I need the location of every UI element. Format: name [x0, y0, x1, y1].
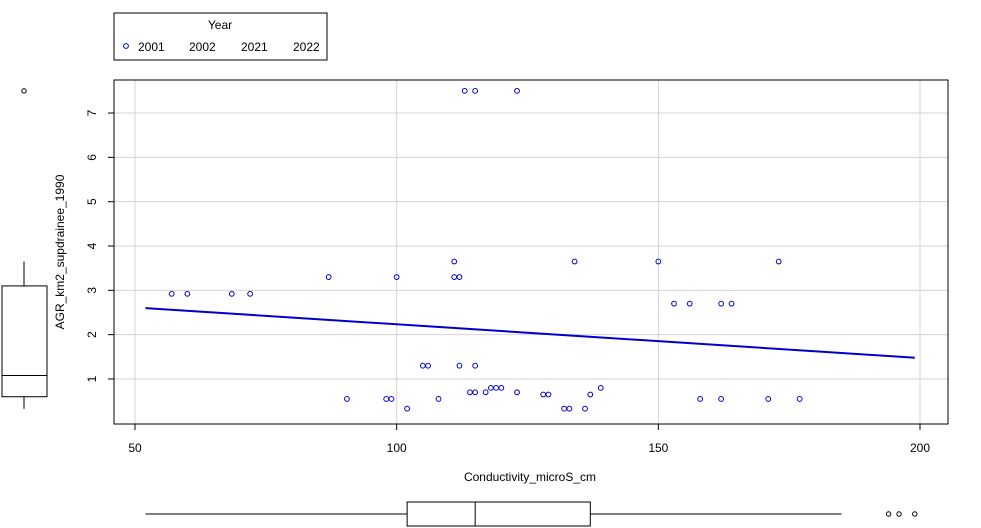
data-point [545, 391, 552, 398]
data-point [472, 362, 479, 369]
data-point [467, 389, 473, 396]
data-point [247, 290, 254, 297]
data-point [597, 384, 604, 391]
data-point [493, 384, 500, 391]
x-tick-label: 50 [128, 441, 142, 455]
data-point [461, 87, 468, 94]
legend: Year 2001 2002 2021 2022 [113, 12, 328, 61]
legend-entry-2021: 2021 [241, 40, 268, 54]
y-tick-label: 2 [85, 331, 99, 338]
x-outlier [912, 511, 918, 517]
legend-entry-2001: 2001 [138, 40, 165, 54]
legend-entry-2002: 2002 [189, 40, 216, 54]
data-point [425, 362, 431, 369]
data-point [765, 396, 772, 402]
data-point [456, 274, 463, 280]
y-axis: 1 2 3 4 5 6 7 [85, 109, 114, 382]
x-outlier [885, 511, 892, 517]
y-box [1, 285, 48, 398]
data-point [540, 391, 547, 398]
data-point [796, 396, 803, 402]
data-point [487, 384, 494, 391]
x-tick-label: 200 [910, 441, 930, 455]
y-tick-label: 1 [85, 375, 99, 382]
y-axis-label: AGR_km2_supdrainee_1990 [53, 174, 67, 329]
data-point [718, 396, 725, 402]
y-tick-label: 6 [85, 154, 99, 161]
data-point [561, 405, 568, 412]
legend-marker [123, 43, 129, 49]
data-point [571, 258, 578, 265]
data-point [404, 405, 411, 412]
data-point [587, 391, 594, 398]
data-point [325, 274, 332, 280]
data-point [228, 290, 235, 297]
x-axis: 50 100 150 200 [128, 424, 930, 455]
data-point [686, 300, 693, 307]
data-point [566, 405, 573, 412]
x-tick-label: 100 [387, 441, 407, 455]
data-point [168, 290, 175, 297]
legend-box [113, 12, 328, 61]
x-outlier [896, 511, 902, 517]
data-point [456, 362, 463, 369]
data-point [451, 274, 458, 280]
y-marginal-boxplot [1, 88, 48, 409]
data-point [482, 389, 489, 396]
legend-entry-2022: 2022 [293, 40, 320, 54]
x-tick-label: 150 [648, 441, 668, 455]
data-point [419, 362, 426, 369]
y-outlier [21, 88, 27, 94]
y-tick-label: 5 [85, 198, 99, 205]
data-point [451, 258, 458, 265]
data-point [383, 396, 390, 402]
x-marginal-boxplot [145, 501, 918, 527]
data-point [472, 389, 479, 396]
legend-title: Year [208, 18, 232, 32]
data-point [697, 396, 704, 402]
y-tick-label: 3 [85, 287, 99, 294]
data-point [435, 396, 442, 402]
y-tick-label: 7 [85, 109, 99, 116]
plot-frame [113, 79, 949, 425]
regression-line [145, 307, 915, 359]
data-points [168, 87, 803, 412]
data-point [514, 389, 520, 396]
x-box [406, 501, 591, 527]
data-point [498, 384, 505, 391]
data-point [514, 87, 520, 94]
data-point [388, 396, 395, 402]
data-point [472, 87, 479, 94]
data-point [655, 258, 662, 265]
data-point [393, 274, 400, 280]
data-point [582, 405, 588, 412]
grid [114, 80, 948, 424]
data-point [718, 300, 725, 307]
data-point [671, 300, 677, 307]
x-axis-label: Conductivity_microS_cm [464, 470, 596, 484]
data-point [775, 258, 782, 265]
data-point [184, 290, 191, 297]
data-point [344, 396, 350, 402]
data-point [728, 300, 735, 307]
y-tick-label: 4 [85, 242, 99, 249]
